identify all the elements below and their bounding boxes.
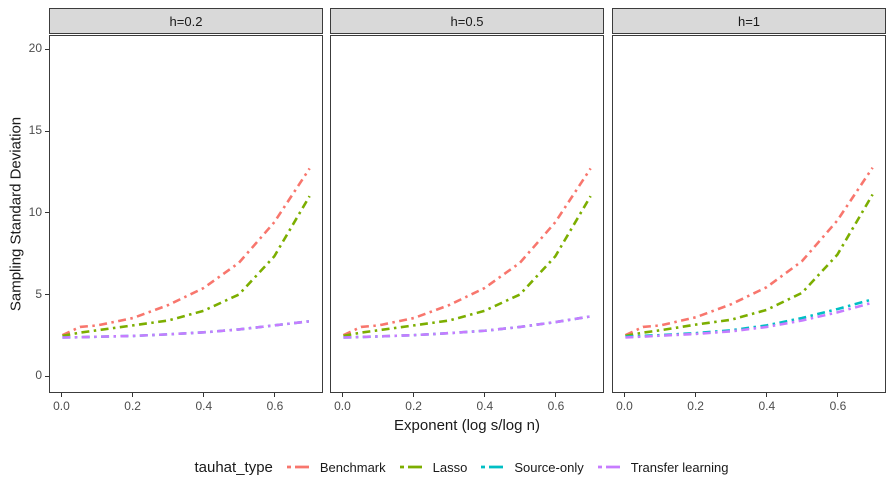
legend-entries: Benchmark Lasso Source-only Transfer learni… <box>286 459 743 475</box>
x-tick-mark <box>274 393 276 397</box>
facet-strip-h02: h=0.2 <box>49 8 323 34</box>
series-line-source-only <box>625 298 873 339</box>
legend-entry-lasso: Lasso <box>399 459 468 475</box>
x-tick-mark <box>623 393 625 397</box>
x-tick-label: 0.4 <box>758 399 776 413</box>
x-tick-label: 0.0 <box>53 399 70 413</box>
y-tick-mark <box>45 48 49 50</box>
series-line-source-only <box>343 315 591 339</box>
x-tick-mark <box>695 393 697 397</box>
x-tick-mark <box>132 393 134 397</box>
x-tick-label: 0.6 <box>266 399 284 413</box>
x-tick-label: 0.4 <box>476 399 494 413</box>
facet-plot-h1 <box>624 166 874 339</box>
legend-key-icon <box>399 465 426 469</box>
facet-panel-h05 <box>330 35 604 393</box>
series-line-lasso <box>62 195 311 338</box>
facet-plot-h05 <box>342 167 592 339</box>
x-tick-label: 0.2 <box>687 399 704 413</box>
legend-entry-benchmark: Benchmark <box>286 459 386 475</box>
y-tick-mark <box>45 130 49 132</box>
legend-entry-transfer-learning: Transfer learning <box>597 459 729 475</box>
legend-key-icon <box>481 465 508 469</box>
legend-entry-source-only: Source-only <box>481 459 584 475</box>
y-tick-label: 15 <box>28 123 42 138</box>
x-tick-label: 0.4 <box>195 399 213 413</box>
y-tick-mark <box>45 375 49 377</box>
x-tick-label: 0.2 <box>405 399 422 413</box>
x-tick-mark <box>484 393 486 397</box>
y-tick-label: 10 <box>28 204 42 219</box>
x-tick-mark <box>837 393 839 397</box>
y-tick-label: 0 <box>35 368 42 383</box>
y-tick-mark <box>45 294 49 296</box>
x-tick-label: 0.6 <box>547 399 565 413</box>
x-tick-label: 0.6 <box>829 399 847 413</box>
facet-panel-h02 <box>49 35 323 393</box>
x-tick-label: 0.0 <box>334 399 351 413</box>
series-line-benchmark <box>342 167 592 337</box>
x-tick-mark <box>413 393 415 397</box>
series-line-transfer-learning <box>62 320 310 339</box>
x-tick-mark <box>203 393 205 397</box>
legend-key-icon <box>597 465 624 469</box>
series-line-transfer-learning <box>625 301 873 339</box>
series-line-benchmark <box>624 166 874 337</box>
x-tick-mark <box>555 393 557 397</box>
x-tick-mark <box>766 393 768 397</box>
legend-label: Transfer learning <box>630 459 729 475</box>
x-tick-label: 0.0 <box>616 399 633 413</box>
facet-panel-h1 <box>612 35 886 393</box>
x-axis-title: Exponent (log s/log n) <box>394 417 540 434</box>
legend-label: Lasso <box>432 459 468 475</box>
legend-title: tauhat_type <box>194 458 273 476</box>
facet-strip-h1: h=1 <box>612 8 886 34</box>
legend-key-icon <box>286 465 313 469</box>
y-tick-label: 20 <box>28 41 42 56</box>
legend-label: Source-only <box>514 459 584 475</box>
legend: tauhat_type Benchmark Lasso Source-only Tra… <box>45 452 892 482</box>
series-line-benchmark <box>61 167 311 337</box>
series-line-transfer-learning <box>343 315 591 339</box>
series-line-lasso <box>625 193 874 338</box>
y-tick-mark <box>45 212 49 214</box>
x-tick-mark <box>341 393 343 397</box>
x-tick-label: 0.2 <box>124 399 141 413</box>
y-tick-label: 5 <box>35 286 42 301</box>
series-line-lasso <box>343 195 592 338</box>
facet-strip-h05: h=0.5 <box>330 8 604 34</box>
facet-plot-h02 <box>61 167 311 339</box>
x-tick-mark <box>60 393 62 397</box>
legend-label: Benchmark <box>319 459 386 475</box>
